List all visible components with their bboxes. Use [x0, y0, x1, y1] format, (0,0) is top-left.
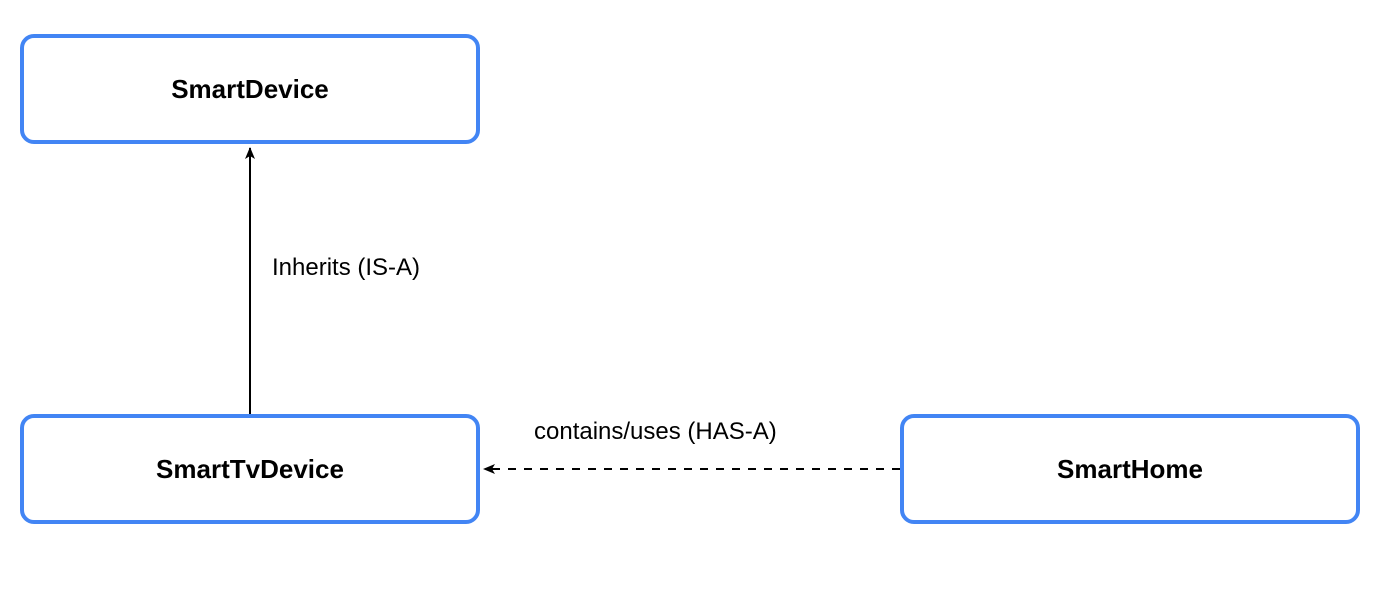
- diagram-canvas: SmartDevice SmartTvDevice SmartHome Inhe…: [0, 0, 1377, 593]
- edge-label-inherits: Inherits (IS-A): [272, 254, 420, 282]
- node-smart-home: SmartHome: [900, 414, 1360, 524]
- node-smart-device: SmartDevice: [20, 34, 480, 144]
- node-label-smart-tv-device: SmartTvDevice: [156, 454, 344, 485]
- node-label-smart-device: SmartDevice: [171, 74, 329, 105]
- node-smart-tv-device: SmartTvDevice: [20, 414, 480, 524]
- node-label-smart-home: SmartHome: [1057, 454, 1203, 485]
- edge-label-contains: contains/uses (HAS-A): [534, 418, 777, 446]
